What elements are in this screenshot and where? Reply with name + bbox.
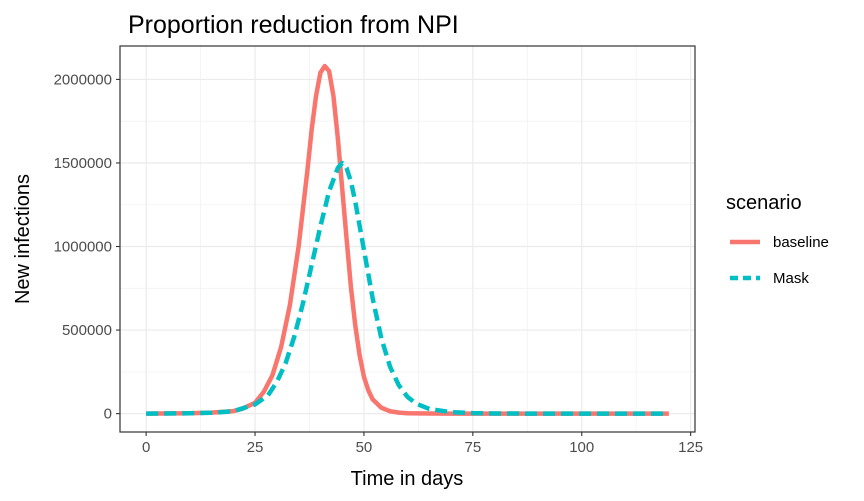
legend-label-baseline: baseline: [773, 234, 829, 251]
x-tick-label: 100: [569, 439, 594, 456]
y-axis: 0 500000 1000000 1500000 2000000: [54, 71, 120, 423]
y-tick-label: 1000000: [54, 239, 112, 256]
series-lines: [146, 63, 669, 416]
legend-title: scenario: [726, 192, 802, 214]
y-tick-label: 0: [104, 406, 112, 423]
x-axis-title: Time in days: [351, 468, 464, 490]
legend-items: baseline Mask: [730, 234, 829, 287]
series-line-mask: [146, 160, 669, 416]
legend-label-mask: Mask: [773, 270, 809, 287]
x-tick-label: 125: [678, 439, 703, 456]
y-tick-label: 2000000: [54, 71, 112, 88]
y-tick-label: 500000: [62, 322, 112, 339]
x-tick-label: 25: [247, 439, 264, 456]
x-tick-label: 0: [142, 439, 150, 456]
plot-border: [119, 45, 696, 433]
y-tick-label: 1500000: [54, 155, 112, 172]
minor-grid: [120, 46, 695, 432]
x-axis: 0 25 50 75 100 125: [142, 432, 703, 456]
legend: scenario baseline Mask: [726, 192, 829, 287]
chart-title: Proportion reduction from NPI: [128, 11, 459, 39]
x-tick-label: 75: [464, 439, 481, 456]
x-tick-label: 50: [356, 439, 373, 456]
major-grid: [120, 46, 695, 432]
y-axis-title: New infections: [12, 174, 34, 304]
plot-panel: [120, 46, 695, 432]
